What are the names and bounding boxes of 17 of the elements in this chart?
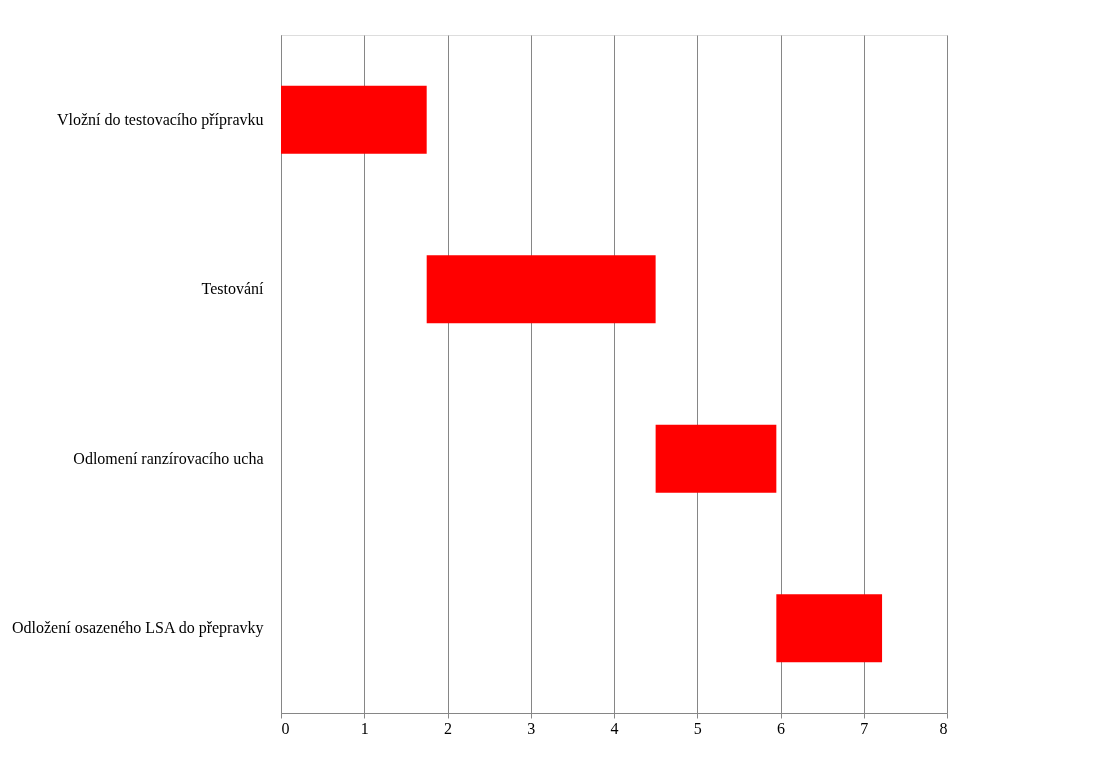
x-tick-label: 3 xyxy=(527,719,536,737)
bar xyxy=(426,255,656,324)
x-tick-label: 5 xyxy=(693,719,702,737)
y-tick-label: Odložení osazeného LSA do přepravky xyxy=(12,619,264,638)
x-tick-label: 0 xyxy=(281,719,290,737)
x-tick-label: 1 xyxy=(360,719,369,737)
x-tick-label: 6 xyxy=(777,719,785,737)
bar xyxy=(655,424,777,493)
x-tick-label: 8 xyxy=(939,719,948,737)
y-tick-label: Testování xyxy=(201,280,265,298)
y-tick-label: Vložní do testovacího přípravku xyxy=(56,110,264,129)
x-tick-label: 4 xyxy=(610,719,619,737)
y-tick-label: Odlomení ranzírovacího ucha xyxy=(73,449,264,467)
x-tick-label: 7 xyxy=(860,719,869,737)
bar xyxy=(281,85,427,154)
bar xyxy=(776,594,883,663)
x-tick-label: 2 xyxy=(444,719,452,737)
